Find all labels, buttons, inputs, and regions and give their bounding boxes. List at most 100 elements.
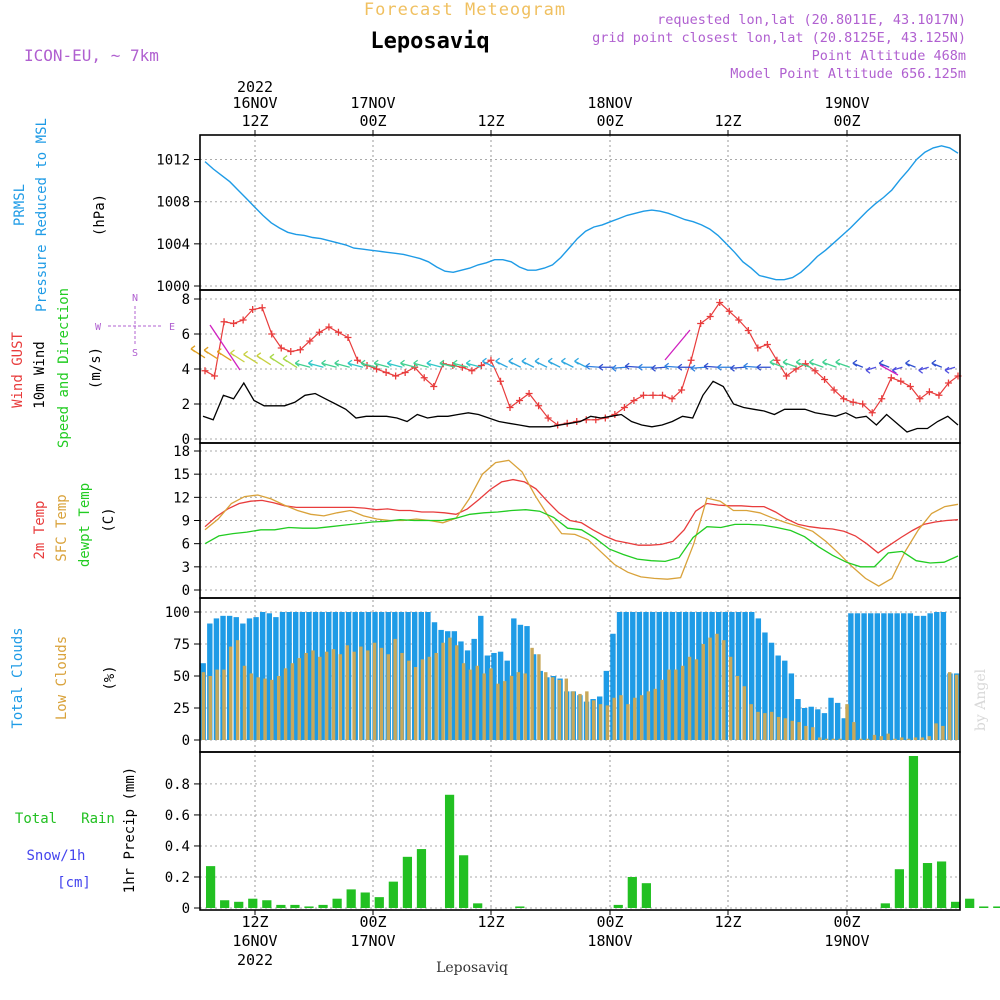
wind-direction-arrowhead	[637, 363, 643, 371]
gust-point	[868, 409, 876, 417]
low-cloud-bar	[804, 725, 808, 740]
low-cloud-bar	[208, 676, 212, 740]
rain-bar	[206, 866, 216, 908]
precip-label-rain: Rain	[81, 811, 115, 827]
pressure-line	[204, 145, 959, 281]
low-cloud-bar	[345, 645, 349, 740]
precip-label-cm: [cm]	[57, 875, 91, 891]
gust-point	[773, 356, 781, 364]
total-cloud-bar	[901, 613, 907, 740]
total-cloud-bar	[266, 613, 272, 740]
low-cloud-bar	[530, 647, 534, 740]
rain-bar	[627, 876, 637, 908]
low-cloud-bar	[612, 697, 616, 740]
cloud-y-tick-label-4: 100	[165, 605, 190, 621]
total-cloud-bar	[445, 631, 451, 740]
top-time-axis: 2022 16NOV 12Z 17NOV 00Z 12Z 18NOV 00Z 1…	[232, 78, 869, 130]
total-cloud-bar	[742, 612, 748, 740]
wind-direction-arrowhead	[360, 359, 366, 367]
rain-bar	[318, 904, 328, 908]
gust-point	[687, 356, 695, 364]
rain-bar	[360, 892, 370, 908]
gust-point	[725, 307, 733, 315]
gust-point	[496, 377, 504, 385]
precip-y-tick-label-3: 0.6	[165, 808, 190, 824]
wind-direction-arrow	[782, 361, 798, 368]
total-cloud-bar	[881, 613, 887, 740]
total-cloud-bar	[656, 612, 662, 740]
gust-point	[659, 391, 667, 399]
total-cloud-bar	[874, 613, 880, 740]
wind-direction-arrowhead	[852, 359, 858, 367]
temp-label-dewpt: dewpt Temp	[77, 483, 93, 567]
gust-point	[430, 383, 438, 390]
model-label: ICON-EU, ~ 7km	[24, 46, 159, 65]
model-altitude: Model Point Altitude 656.125m	[730, 66, 966, 82]
total-cloud-bar	[484, 655, 491, 740]
gust-direction-arrow	[209, 324, 241, 371]
wind-direction-arrow	[439, 362, 456, 368]
gust-point	[830, 386, 838, 394]
gust-point	[506, 404, 514, 411]
gust-point	[887, 374, 895, 382]
low-cloud-bar	[461, 663, 466, 740]
gust-point	[325, 323, 333, 331]
wind-direction-arrowhead	[282, 355, 288, 363]
gust-point	[878, 395, 886, 403]
top-tick-0-l2: 16NOV	[232, 94, 277, 112]
rain-bar	[613, 904, 623, 908]
wind-direction-arrowhead	[611, 364, 617, 372]
low-cloud-bar	[879, 736, 883, 740]
pressure-panel-frame	[199, 134, 961, 291]
requested-coords: requested lon,lat (20.8011E, 43.1017N)	[657, 12, 966, 28]
low-cloud-bar	[516, 672, 521, 740]
gust-point	[249, 306, 257, 313]
cloud-y-tick-label-1: 25	[173, 701, 190, 717]
low-cloud-bar	[900, 737, 904, 740]
low-cloud-bar	[859, 738, 863, 740]
total-cloud-bar	[815, 709, 821, 740]
precip-label-total: Total	[15, 811, 57, 827]
pressure-y-tick-label-1: 1004	[156, 237, 190, 253]
wind-direction-arrowhead	[918, 366, 924, 374]
low-cloud-bar	[783, 718, 788, 740]
subtitle: Forecast Meteogram	[364, 0, 566, 20]
wind-direction-arrowhead	[347, 359, 353, 367]
low-cloud-bar	[537, 654, 541, 740]
wind-direction-arrow	[809, 361, 824, 368]
total-cloud-bar	[940, 612, 947, 740]
top-tick-5-l3: 00Z	[833, 112, 860, 130]
wind-rose-w: W	[95, 322, 102, 333]
low-cloud-bar	[441, 642, 445, 740]
wind-direction-arrowhead	[795, 358, 801, 366]
rain-bar	[262, 900, 272, 908]
total-cloud-bar	[709, 612, 715, 740]
rain-bar	[641, 883, 651, 908]
total-cloud-bar	[491, 652, 497, 740]
wind-direction-arrow	[704, 365, 719, 368]
wind-direction-arrowhead	[190, 345, 196, 353]
low-cloud-bar	[386, 654, 390, 740]
rain-bar	[290, 904, 300, 908]
total-cloud-bar	[471, 638, 477, 740]
low-cloud-bar	[331, 649, 336, 740]
temp-label-unit: (C)	[101, 507, 117, 532]
wind-speed-line	[202, 380, 959, 433]
frame-layer: 1000100410081012024680369121518025507510…	[156, 130, 961, 917]
low-cloud-bar	[283, 668, 288, 740]
top-tick-2-l3: 12Z	[477, 112, 504, 130]
cloud-y-tick-label-0: 0	[182, 733, 190, 749]
wind-direction-arrowhead	[891, 366, 897, 374]
gust-point	[821, 376, 829, 383]
low-cloud-bar	[811, 727, 815, 740]
wind-direction-arrow	[743, 365, 758, 368]
gust-point	[373, 365, 381, 373]
wind-direction-arrow	[651, 366, 666, 369]
low-cloud-bar	[544, 672, 548, 740]
rain-bar	[515, 906, 525, 908]
bottom-tick-1-l2: 17NOV	[350, 932, 395, 950]
top-tick-0-l1: 2022	[237, 78, 273, 96]
total-cloud-bar	[630, 612, 636, 740]
precip-y-tick-label-0: 0	[182, 901, 190, 917]
